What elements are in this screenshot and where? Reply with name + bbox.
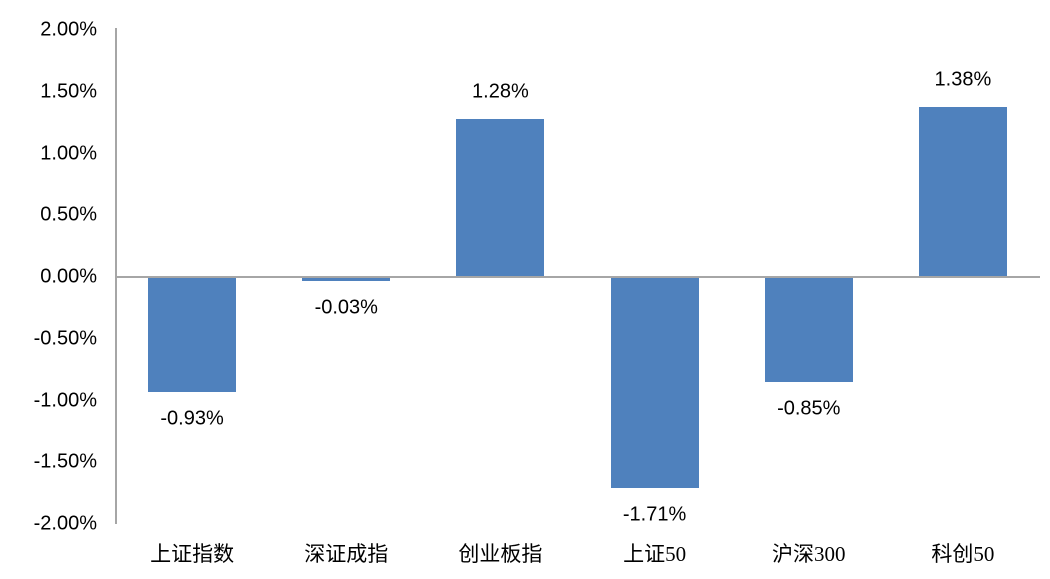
y-axis-tick-label: 1.00% [40,142,97,164]
y-axis-tick-label: 0.50% [40,203,97,226]
y-axis-tick-label: -1.00% [33,389,97,411]
bar-value-label: -0.85% [777,397,841,420]
y-axis-tick-label: 0.00% [40,265,97,288]
x-axis-category-label: 科创50 [931,542,995,566]
x-axis-category-label: 沪深300 [772,542,846,566]
y-axis-tick-label: 2.00% [40,18,97,41]
y-axis-tick-label: 1.50% [40,80,97,103]
bar [918,106,1007,277]
y-axis-tick-label: -2.00% [33,512,97,535]
x-axis-category-label: 创业板指 [458,542,543,566]
bar [610,277,699,489]
y-axis-tick-label: -1.50% [33,450,97,473]
bar-value-label: -0.03% [314,296,378,319]
x-axis-category-label: 上证指数 [150,542,235,566]
bar [148,277,237,392]
bar-value-label: 1.38% [934,68,992,91]
bar [302,277,391,281]
bar [764,277,853,382]
y-axis-tick-label: -0.50% [33,327,97,350]
bar [456,118,545,277]
bar-value-label: -1.71% [622,503,687,526]
bar-value-label: 1.28% [472,80,529,103]
x-axis-category-label: 深证成指 [304,542,389,566]
bar-value-label: -0.93% [160,407,224,430]
x-axis-category-label: 上证50 [623,542,687,566]
zero-baseline [115,276,1040,278]
